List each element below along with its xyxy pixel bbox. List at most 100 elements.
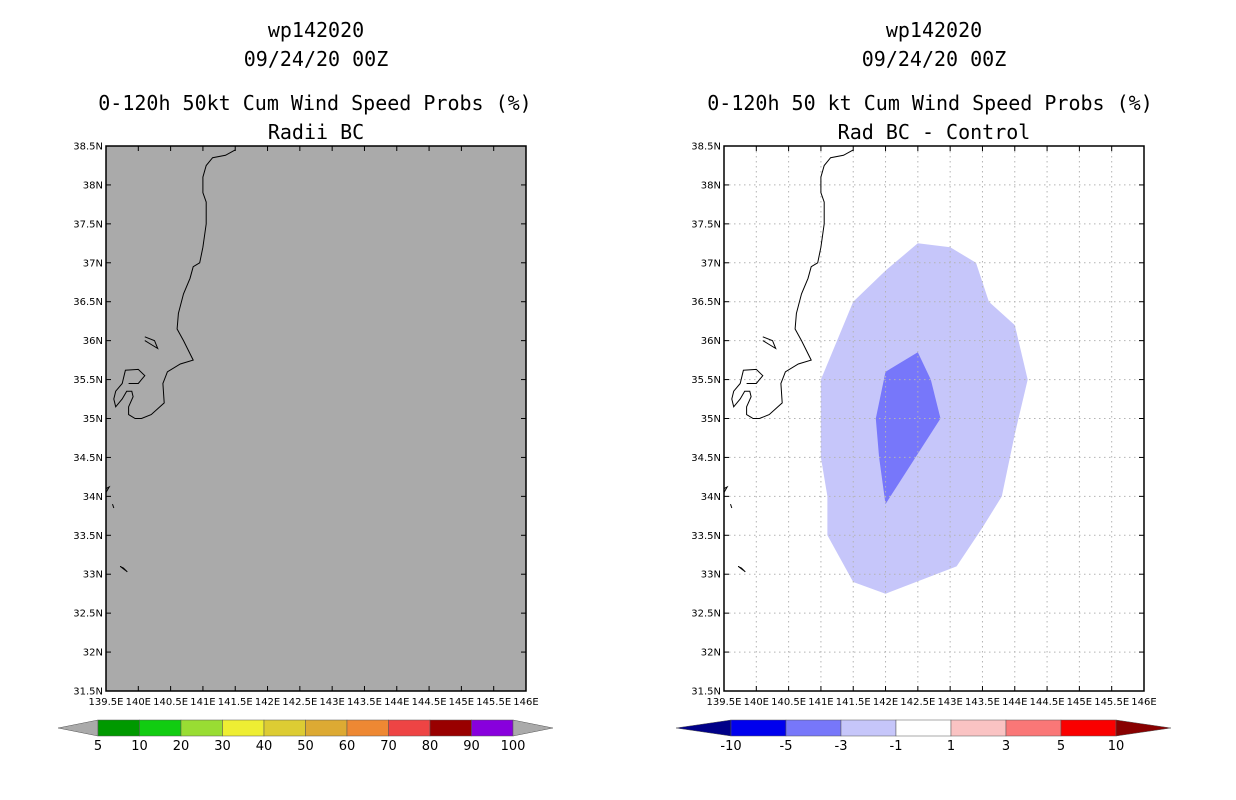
island-outline (112, 503, 115, 509)
x-tick-label: 146E (513, 697, 538, 708)
colorbar-left: 5 10 20 30 40 50 60 70 80 90 100 (57, 719, 554, 754)
y-tick-label: 33N (83, 570, 103, 581)
colorbar-label: 50 (297, 739, 314, 754)
x-tick-label: 141.5E (836, 697, 871, 708)
colorbar-swatch (388, 719, 431, 737)
x-tick-label: 140.5E (771, 697, 806, 708)
y-tick-label: 34N (83, 492, 103, 503)
colorbar-label: -3 (835, 739, 848, 754)
colorbar-swatch (471, 719, 514, 737)
map-background (106, 146, 526, 691)
y-tick-label: 37N (701, 258, 721, 269)
y-tick-label: 38N (83, 180, 103, 191)
x-tick-label: 145E (1067, 697, 1092, 708)
x-tick-label: 143E (319, 697, 344, 708)
x-tick-label: 145.5E (1094, 697, 1129, 708)
colorbar-label: 100 (501, 739, 526, 754)
colorbar-swatch (429, 719, 472, 737)
y-tick-label: 32.5N (73, 609, 103, 620)
right-title-line-3: 0-120h 50 kt Cum Wind Speed Probs (%) (707, 91, 1153, 115)
left-title-line-3: 0-120h 50kt Cum Wind Speed Probs (%) (98, 91, 532, 115)
colorbar-end-low (675, 719, 732, 737)
colorbar-swatch (305, 719, 348, 737)
y-tick-label: 35.5N (73, 375, 103, 386)
colorbar-label: -1 (890, 739, 903, 754)
y-tick-label: 35N (701, 414, 721, 425)
left-title-line-2: 09/24/20 00Z (243, 47, 389, 71)
colorbar-swatch (1005, 719, 1062, 737)
y-tick-label: 34.5N (73, 453, 103, 464)
colorbar-end-low (57, 719, 99, 737)
x-tick-label: 144E (1002, 697, 1027, 708)
contour-region-1 (875, 352, 941, 505)
colorbar-swatch (139, 719, 182, 737)
colorbar-label: 90 (463, 739, 480, 754)
colorbar-label: 10 (131, 739, 148, 754)
coastline (113, 149, 236, 419)
y-tick-label: 38.5N (691, 142, 721, 153)
island-outline (723, 485, 729, 493)
x-tick-label: 142E (255, 697, 280, 708)
y-tick-label: 35N (83, 414, 103, 425)
y-tick-label: 38N (701, 180, 721, 191)
colorbar-swatch (346, 719, 389, 737)
gridlines (724, 146, 1144, 691)
x-tick-label: 141E (808, 697, 833, 708)
x-tick-label: 140.5E (153, 697, 188, 708)
y-tick-label: 37.5N (73, 219, 103, 230)
colorbar-swatch (222, 719, 265, 737)
y-tick-label: 31.5N (73, 687, 103, 698)
colorbar-label: 1 (947, 739, 955, 754)
island-outline (105, 485, 111, 493)
colorbar-swatch (895, 719, 952, 737)
colorbar-end-high (1115, 719, 1172, 737)
y-tick-label: 33.5N (73, 531, 103, 542)
right-title-line-2: 09/24/20 00Z (861, 47, 1007, 71)
y-tick-label: 33.5N (691, 531, 721, 542)
y-tick-label: 38.5N (73, 142, 103, 153)
island-outline (119, 565, 128, 573)
x-tick-label: 144E (384, 697, 409, 708)
left-title-line-1: wp142020 (267, 18, 365, 42)
x-tick-label: 141.5E (218, 697, 253, 708)
colorbar-label: 80 (422, 739, 439, 754)
colorbar-end-high (512, 719, 554, 737)
colorbar-swatch (1060, 719, 1117, 737)
left-title-line-4: Radii BC (267, 120, 365, 144)
x-tick-label: 140E (744, 697, 769, 708)
map-panel-right: 31.5N 32N 32.5N 33N 33.5N 34N 34.5N 35N 35.5N 36N… (691, 142, 1156, 709)
colorbar-swatch (840, 719, 897, 737)
colorbar-swatch (785, 719, 842, 737)
x-tick-label: 139.5E (707, 697, 742, 708)
coastline-group (723, 149, 854, 573)
lake-outline (762, 336, 777, 350)
x-tick-label: 139.5E (89, 697, 124, 708)
colorbar-label: 3 (1002, 739, 1010, 754)
x-tick-label: 142E (873, 697, 898, 708)
lake-outline (144, 336, 159, 350)
map-panel-left: 31.5N 32N 32.5N 33N 33.5N 34N 34.5N 35N 35.5N 36N… (73, 142, 538, 709)
y-tick-label: 35.5N (691, 375, 721, 386)
colorbar-label: 5 (1057, 739, 1065, 754)
colorbar-label: 30 (214, 739, 231, 754)
y-tick-label: 34.5N (691, 453, 721, 464)
y-tick-label: 31.5N (691, 687, 721, 698)
colorbar-label: 10 (1108, 739, 1125, 754)
y-tick-label: 37.5N (691, 219, 721, 230)
colorbar-label: 40 (256, 739, 273, 754)
coastline (731, 149, 854, 419)
colorbar-swatch (950, 719, 1007, 737)
island-outline (730, 503, 733, 509)
y-tick-label: 32.5N (691, 609, 721, 620)
x-tick-label: 140E (126, 697, 151, 708)
y-tick-label: 32N (701, 648, 721, 659)
y-tick-label: 36.5N (73, 297, 103, 308)
y-tick-label: 36N (701, 336, 721, 347)
colorbar-label: 5 (94, 739, 102, 754)
x-tick-label: 145E (449, 697, 474, 708)
colorbar-label: 70 (380, 739, 397, 754)
y-tick-label: 33N (701, 570, 721, 581)
x-tick-label: 144.5E (412, 697, 447, 708)
x-tick-label: 143E (937, 697, 962, 708)
